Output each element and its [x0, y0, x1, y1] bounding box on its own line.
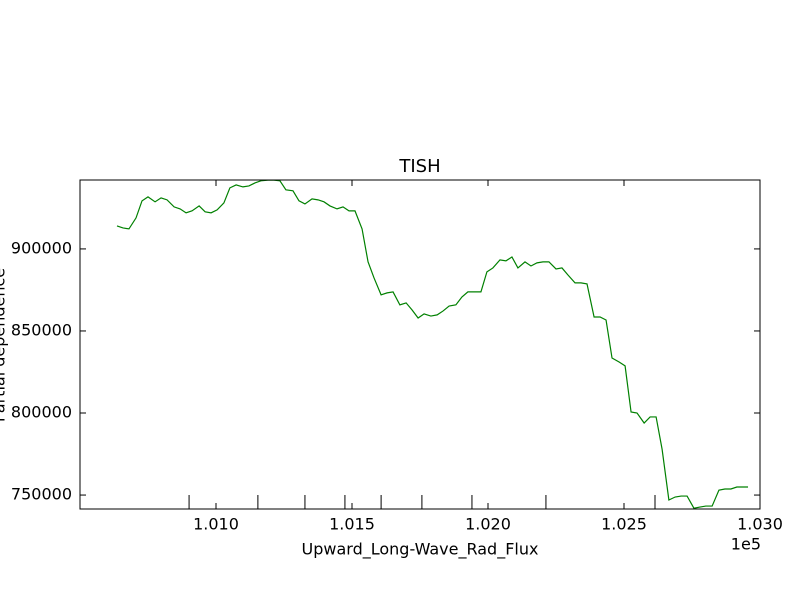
x-offset-label: 1e5: [731, 535, 761, 554]
x-tick-label: 1.030: [737, 515, 783, 534]
x-tick-label: 1.015: [329, 515, 375, 534]
x-tick-label: 1.020: [465, 515, 511, 534]
x-axis-label: Upward_Long-Wave_Rad_Flux: [302, 540, 539, 560]
data-line: [116, 180, 749, 509]
x-tick-label: 1.025: [601, 515, 647, 534]
y-tick-label: 850000: [11, 320, 72, 339]
x-tick-label: 1.010: [193, 515, 239, 534]
chart-title: TISH: [398, 156, 440, 177]
y-tick-label: 750000: [11, 485, 72, 504]
y-axis-label: Partial dependence: [0, 268, 9, 422]
plot-frame: [79, 179, 761, 510]
y-tick-label: 800000: [11, 403, 72, 422]
y-tick-label: 900000: [11, 238, 72, 257]
